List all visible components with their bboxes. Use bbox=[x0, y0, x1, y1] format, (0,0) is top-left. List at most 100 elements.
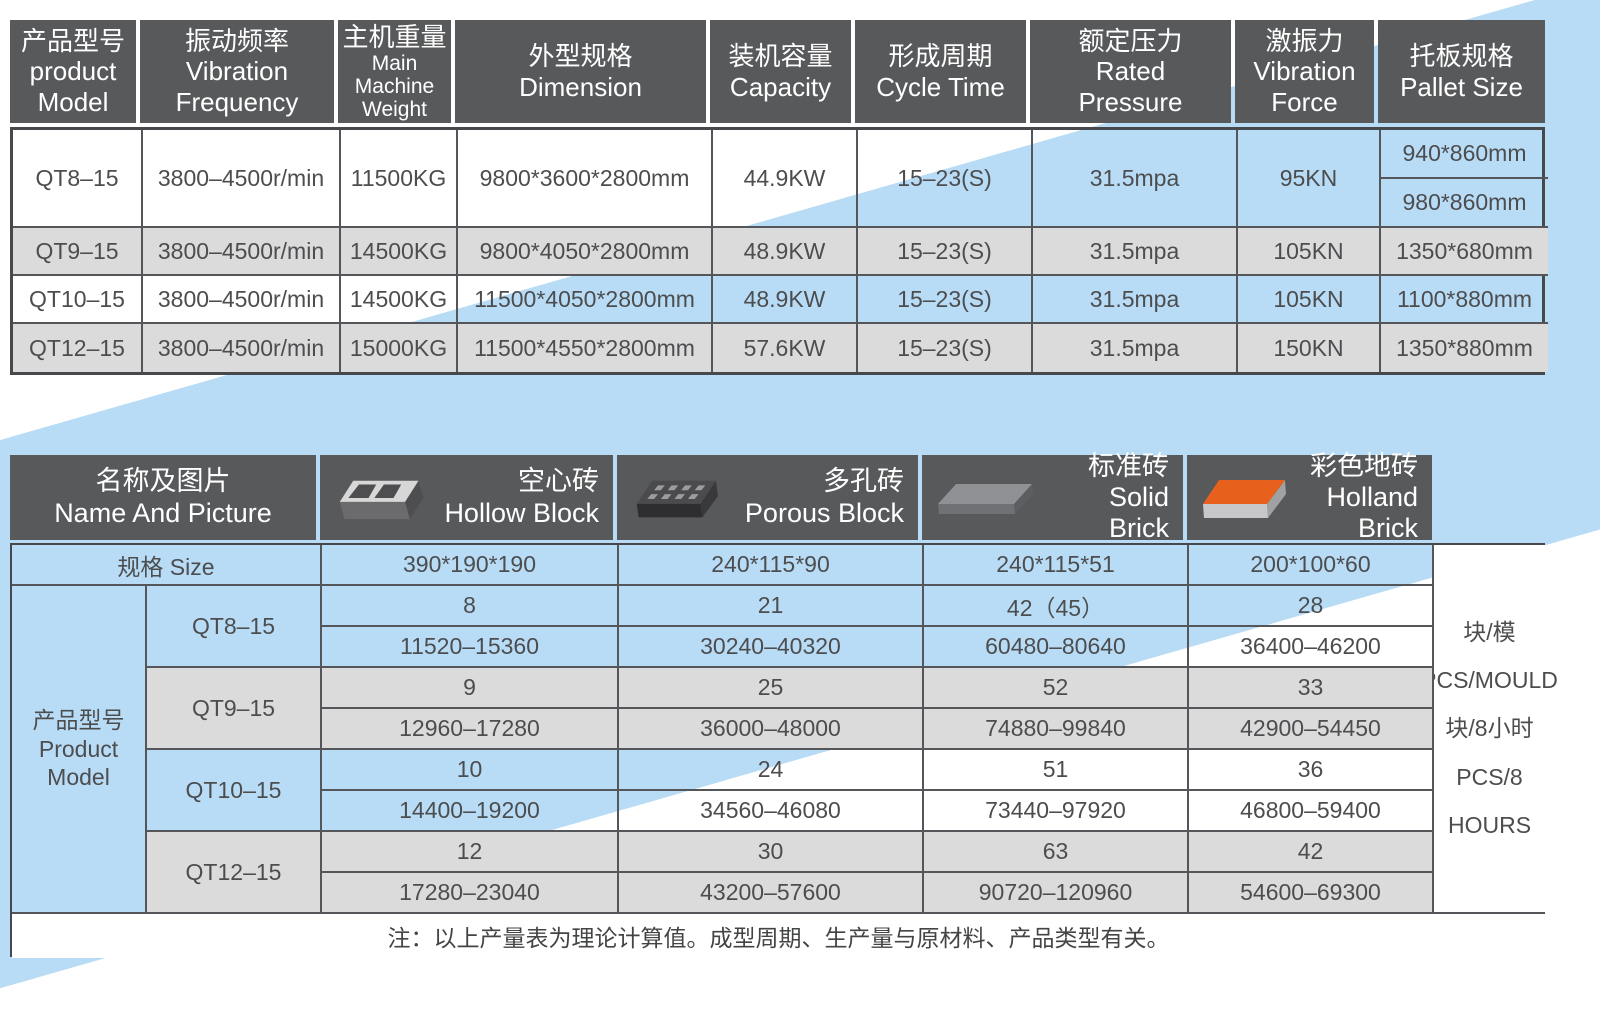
pcs-8hours-cell: 36000–48000 bbox=[619, 709, 924, 750]
holland-brick-icon bbox=[1203, 479, 1286, 518]
units-column: 块/模 PCS/MOULD 块/8小时 PCS/8 HOURS bbox=[1421, 545, 1558, 914]
col-header-cn: 额定压力 bbox=[1078, 26, 1183, 57]
col-header-en: Rated Pressure bbox=[1078, 56, 1183, 117]
pcs-8hours-cell: 11520–15360 bbox=[322, 627, 619, 668]
header-cn: 标准砖 bbox=[1088, 450, 1169, 481]
spec-cell-model: QT10–15 bbox=[13, 276, 143, 324]
spec-cell-cycle: 15–23(S) bbox=[858, 276, 1033, 324]
spec-cell-dimension: 11500*4550*2800mm bbox=[458, 324, 713, 372]
spec-cell-cycle: 15–23(S) bbox=[858, 130, 1033, 228]
porous-block-icon bbox=[636, 480, 718, 517]
spec-table-body: QT8–15 3800–4500r/min 11500KG 9800*3600*… bbox=[10, 127, 1548, 375]
spec-cell-pressure: 31.5mpa bbox=[1033, 228, 1238, 276]
col-header-vibration-frequency: 振动频率 Vibration Frequency bbox=[140, 20, 334, 123]
header-hollow-block: 空心砖 Hollow Block bbox=[320, 455, 613, 540]
spec-cell-pallet: 1100*880mm bbox=[1381, 276, 1548, 324]
pcs-8hours-cell: 42900–54450 bbox=[1189, 709, 1434, 750]
spec-cell-pressure: 31.5mpa bbox=[1033, 324, 1238, 372]
col-header-cn: 托板规格 bbox=[1409, 41, 1514, 72]
size-holland: 200*100*60 bbox=[1189, 545, 1434, 586]
header-name-and-picture: 名称及图片 Name And Picture bbox=[10, 455, 316, 540]
pcs-mould-cell: 63 bbox=[924, 832, 1189, 873]
col-header-en: Dimension bbox=[519, 71, 642, 102]
pcs-mould-cell: 8 bbox=[322, 586, 619, 627]
spec-cell-capacity: 48.9KW bbox=[713, 228, 858, 276]
col-header-cn: 产品型号 bbox=[20, 26, 125, 57]
spec-cell-weight: 11500KG bbox=[341, 130, 458, 228]
hollow-block-icon bbox=[339, 480, 424, 519]
pcs-mould-cell: 12 bbox=[322, 832, 619, 873]
spec-cell-pallet: 1350*880mm bbox=[1381, 324, 1548, 372]
spec-table-header: 产品型号 product Model 振动频率 Vibration Freque… bbox=[10, 20, 1545, 123]
pcs-8hours-cell: 73440–97920 bbox=[924, 791, 1189, 832]
model-cell: QT12–15 bbox=[147, 832, 322, 914]
col-header-en: Pallet Size bbox=[1400, 71, 1523, 102]
spec-cell-cycle: 15–23(S) bbox=[858, 228, 1033, 276]
spec-cell-frequency: 3800–4500r/min bbox=[143, 228, 341, 276]
unit-label: PCS/MOULD bbox=[1421, 667, 1558, 694]
header-solid-brick: 标准砖 Solid Brick bbox=[922, 451, 1183, 543]
pcs-mould-cell: 36 bbox=[1189, 750, 1434, 791]
size-solid: 240*115*51 bbox=[924, 545, 1189, 586]
header-en: Holland Brick bbox=[1326, 481, 1418, 544]
row-header-en: Model bbox=[47, 764, 110, 791]
spec-cell-dimension: 9800*4050*2800mm bbox=[458, 228, 713, 276]
pcs-8hours-cell: 36400–46200 bbox=[1189, 627, 1434, 668]
model-cell: QT8–15 bbox=[147, 586, 322, 668]
spec-cell-capacity: 44.9KW bbox=[713, 130, 858, 228]
unit-label: 块/8小时 bbox=[1445, 715, 1534, 742]
model-cell: QT10–15 bbox=[147, 750, 322, 832]
spec-cell-force: 95KN bbox=[1238, 130, 1381, 228]
col-header-capacity: 装机容量 Capacity bbox=[710, 20, 851, 123]
spec-cell-weight: 14500KG bbox=[341, 228, 458, 276]
pcs-8hours-cell: 54600–69300 bbox=[1189, 873, 1434, 914]
spec-cell-force: 105KN bbox=[1238, 228, 1381, 276]
col-header-cycle-time: 形成周期 Cycle Time bbox=[855, 20, 1026, 123]
col-header-en: Cycle Time bbox=[876, 71, 1005, 102]
table-note: 注：以上产量表为理论计算值。成型周期、生产量与原材料、产品类型有关。 bbox=[12, 914, 1545, 958]
col-header-product-model: 产品型号 product Model bbox=[10, 20, 136, 123]
header-porous-block: 多孔砖 Porous Block bbox=[617, 455, 918, 540]
pcs-8hours-cell: 74880–99840 bbox=[924, 709, 1189, 750]
unit-label: PCS/8 bbox=[1456, 763, 1523, 790]
row-header-en: Product bbox=[38, 735, 119, 762]
col-header-cn: 激振力 bbox=[1265, 26, 1344, 57]
pcs-mould-cell: 25 bbox=[619, 668, 924, 709]
spec-cell-cycle: 15–23(S) bbox=[858, 324, 1033, 372]
pcs-8hours-cell: 30240–40320 bbox=[619, 627, 924, 668]
size-row-label: 规格 Size bbox=[12, 545, 322, 586]
col-header-cn: 形成周期 bbox=[888, 41, 993, 72]
spec-cell-weight: 15000KG bbox=[341, 324, 458, 372]
col-header-en: Capacity bbox=[729, 71, 832, 102]
pcs-8hours-cell: 12960–17280 bbox=[322, 709, 619, 750]
pcs-8hours-cell: 34560–46080 bbox=[619, 791, 924, 832]
spec-cell-pressure: 31.5mpa bbox=[1033, 276, 1238, 324]
row-header-cn: 产品型号 bbox=[32, 706, 125, 733]
pcs-mould-cell: 21 bbox=[619, 586, 924, 627]
pcs-mould-cell: 42（45） bbox=[924, 586, 1189, 627]
spec-cell-pressure: 31.5mpa bbox=[1033, 130, 1238, 228]
spec-cell-frequency: 3800–4500r/min bbox=[143, 276, 341, 324]
pcs-mould-cell: 42 bbox=[1189, 832, 1434, 873]
header-en: Hollow Block bbox=[444, 497, 599, 528]
pcs-8hours-cell: 46800–59400 bbox=[1189, 791, 1434, 832]
header-cn: 名称及图片 bbox=[95, 466, 231, 497]
spec-cell-force: 105KN bbox=[1238, 276, 1381, 324]
unit-label: 块/模 bbox=[1463, 618, 1516, 645]
capacity-table-header: 名称及图片 Name And Picture 空心砖 Hollow Block bbox=[10, 451, 1545, 543]
col-header-cn: 振动频率 bbox=[184, 26, 289, 57]
pcs-mould-cell: 51 bbox=[924, 750, 1189, 791]
col-header-cn: 装机容量 bbox=[728, 41, 833, 72]
header-en: Solid Brick bbox=[1108, 481, 1169, 544]
spec-cell-frequency: 3800–4500r/min bbox=[143, 130, 341, 228]
col-header-en: Vibration Frequency bbox=[175, 56, 299, 117]
spec-cell-pallet: 1350*680mm bbox=[1381, 228, 1548, 276]
spec-cell-dimension: 9800*3600*2800mm bbox=[458, 130, 713, 228]
header-en: Name And Picture bbox=[54, 497, 272, 528]
col-header-dimension: 外型规格 Dimension bbox=[455, 20, 706, 123]
pcs-mould-cell: 10 bbox=[322, 750, 619, 791]
spec-cell-force: 150KN bbox=[1238, 324, 1381, 372]
col-header-en: Main Machine Weight bbox=[354, 51, 435, 122]
model-cell: QT9–15 bbox=[147, 668, 322, 750]
